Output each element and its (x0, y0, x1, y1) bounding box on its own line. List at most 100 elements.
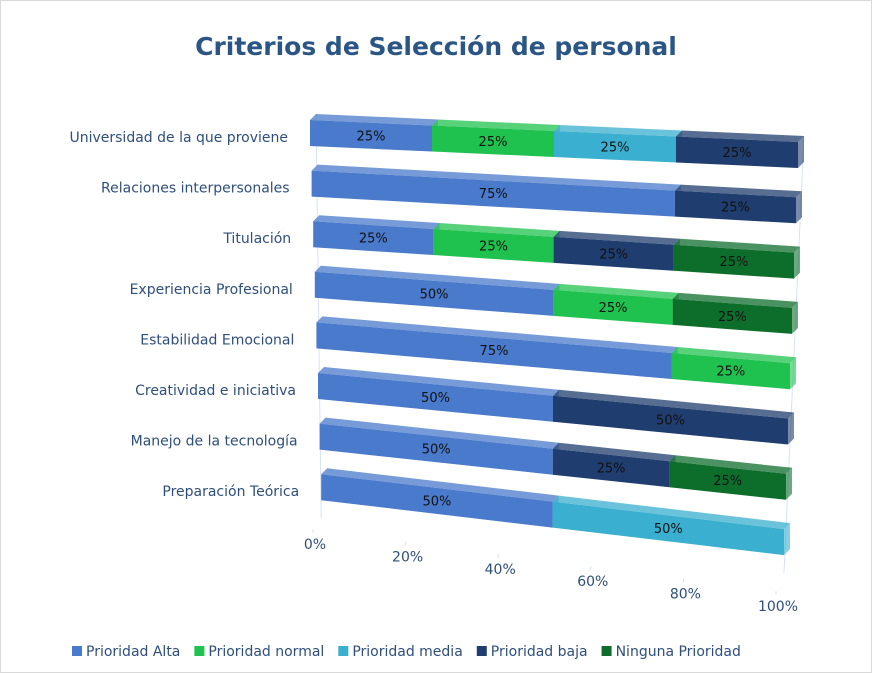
bar-side (786, 467, 792, 500)
bar-front (674, 190, 796, 224)
data-label: 25% (359, 232, 388, 247)
bar-segment (552, 495, 790, 556)
bar-top (552, 495, 790, 530)
data-label: 50% (654, 522, 683, 537)
bar-segment (553, 389, 794, 445)
bar-top (669, 455, 792, 474)
data-label: 25% (716, 365, 745, 380)
bar-top (672, 292, 798, 308)
bar-top (313, 215, 440, 230)
data-label: 25% (479, 239, 508, 254)
bar-front (676, 136, 798, 168)
bar-top (552, 442, 676, 462)
category-label: Experiencia Profesional (130, 282, 293, 298)
bar-top (321, 468, 559, 502)
data-label: 25% (479, 135, 508, 150)
bar-top (553, 230, 680, 245)
data-label: 50% (422, 494, 451, 509)
legend-swatch (72, 646, 82, 656)
bar-top (314, 265, 560, 290)
bar-front (673, 244, 794, 279)
category-label: Preparación Teórica (162, 484, 299, 500)
bar-top (319, 417, 559, 449)
bar-front (671, 353, 790, 390)
x-tick-label: 0% (304, 537, 326, 553)
category-label: Titulación (222, 231, 291, 247)
bar-segment (676, 130, 804, 168)
bar-segment (671, 347, 796, 390)
x-tick-label: 80% (670, 587, 701, 603)
bar-front (313, 221, 434, 256)
data-label: 25% (723, 146, 752, 161)
bar-top (554, 125, 682, 137)
bar-side (796, 191, 802, 224)
bar-front (669, 461, 786, 500)
data-label: 50% (422, 443, 451, 458)
data-label: 75% (480, 344, 509, 359)
bar-segment (673, 238, 800, 279)
data-label: 25% (719, 255, 748, 270)
data-label: 25% (357, 129, 386, 144)
bar-front (321, 474, 553, 528)
bar-front (552, 501, 784, 556)
bar-segment (672, 292, 798, 334)
bar-side (784, 523, 790, 556)
bar-front (319, 423, 553, 475)
data-label: 25% (599, 301, 628, 316)
category-label: Relaciones interpersonales (101, 181, 290, 197)
data-label: 25% (597, 461, 626, 476)
legend-label: Prioridad baja (491, 644, 588, 660)
bar-top (432, 119, 560, 131)
bar-segment (669, 455, 792, 500)
data-label: 50% (421, 391, 450, 406)
bar-top (673, 238, 800, 253)
bar-front (316, 322, 672, 379)
bar-front (553, 236, 674, 271)
data-label: 50% (656, 414, 685, 429)
legend-swatch (601, 646, 612, 656)
bar-front (318, 373, 553, 422)
data-label: 25% (601, 140, 630, 155)
x-tick-label: 20% (392, 549, 423, 565)
bar-top (316, 316, 678, 353)
legend-swatch (338, 646, 349, 656)
x-tick-label: 40% (485, 562, 516, 578)
category-label: Creatividad e iniciativa (135, 383, 296, 399)
bar-front (433, 229, 554, 263)
bar-front (432, 125, 554, 157)
bar-side (790, 357, 796, 390)
category-label: Universidad de la que proviene (69, 130, 288, 146)
bar-top (671, 347, 796, 364)
legend-swatch (476, 646, 487, 656)
bar-front (553, 289, 673, 325)
bar-front (314, 271, 554, 316)
bar-side (788, 412, 794, 445)
data-label: 75% (479, 187, 508, 202)
bar-top (311, 164, 681, 191)
bar-side (792, 301, 798, 334)
data-label: 25% (718, 310, 747, 325)
legend-label: Ninguna Prioridad (616, 644, 741, 660)
category-label: Estabilidad Emocional (140, 332, 294, 348)
bar-side (798, 136, 804, 168)
data-label: 25% (721, 200, 750, 215)
category-label: Manejo de la tecnología (131, 434, 298, 450)
bar-front (672, 298, 792, 334)
bar-front (311, 170, 675, 217)
bar-top (553, 389, 794, 419)
bar-top (676, 130, 804, 142)
data-label: 25% (599, 247, 628, 262)
legend-label: Prioridad media (352, 644, 462, 660)
bar-side (794, 246, 800, 279)
bar-top (553, 283, 679, 299)
x-tick-label: 100% (758, 599, 798, 615)
bar-top (433, 223, 560, 237)
bar-front (554, 131, 676, 163)
bar-top (310, 114, 438, 126)
chart-title: Criterios de Selección de personal (195, 32, 677, 61)
data-label: 25% (713, 474, 742, 489)
bar-top (318, 367, 559, 396)
bar-front (552, 448, 670, 488)
bar-front (553, 395, 788, 445)
